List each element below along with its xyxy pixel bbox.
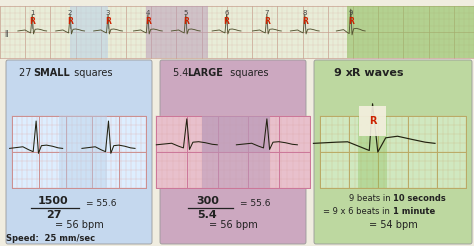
Text: 1500: 1500 [38, 196, 69, 206]
FancyBboxPatch shape [314, 60, 472, 244]
Text: R: R [183, 17, 189, 26]
Text: R: R [29, 17, 35, 26]
Text: squares: squares [72, 68, 113, 78]
FancyBboxPatch shape [160, 60, 306, 244]
Text: SMALL: SMALL [33, 68, 70, 78]
Text: 6: 6 [224, 10, 229, 16]
Text: R: R [145, 17, 151, 26]
Text: 5: 5 [183, 10, 188, 16]
Text: 9 beats in: 9 beats in [349, 194, 393, 203]
Text: 7: 7 [264, 10, 269, 16]
Text: = 54 bpm: = 54 bpm [369, 220, 418, 230]
Bar [320, 116, 466, 188]
Bar [202, 116, 270, 188]
Text: = 56 bpm: = 56 bpm [209, 220, 257, 230]
Text: = 55.6: = 55.6 [86, 200, 117, 209]
Bar [347, 6, 474, 58]
Text: 4: 4 [146, 10, 150, 16]
Text: R: R [369, 116, 376, 126]
Bar [12, 116, 146, 188]
Bar [70, 6, 108, 58]
Text: II: II [4, 30, 9, 39]
Bar [202, 116, 270, 152]
Text: 5.4: 5.4 [198, 210, 217, 220]
Text: Speed:  25 mm/sec: Speed: 25 mm/sec [6, 234, 95, 243]
Text: 8: 8 [302, 10, 307, 16]
Bar [59, 116, 107, 188]
Text: 300: 300 [196, 196, 219, 206]
Text: = 55.6: = 55.6 [240, 200, 271, 209]
Text: R: R [224, 17, 229, 26]
Text: 27: 27 [46, 210, 61, 220]
FancyBboxPatch shape [6, 60, 152, 244]
Text: 5.4: 5.4 [173, 68, 192, 78]
Bar [0, 6, 474, 58]
Bar [156, 116, 310, 188]
Bar [358, 116, 387, 188]
Text: squares: squares [228, 68, 269, 78]
Text: 10 seconds: 10 seconds [393, 194, 446, 203]
Text: 27: 27 [19, 68, 35, 78]
Text: 3: 3 [106, 10, 110, 16]
Text: R: R [302, 17, 308, 26]
Text: 9 x: 9 x [335, 68, 357, 78]
Text: = 9 x 6 beats in: = 9 x 6 beats in [323, 207, 393, 216]
Bar [146, 6, 208, 58]
Text: R: R [348, 17, 354, 26]
Text: = 56 bpm: = 56 bpm [55, 220, 103, 230]
Text: R: R [264, 17, 270, 26]
Text: 1 minute: 1 minute [393, 207, 435, 216]
Text: R waves: R waves [353, 68, 404, 78]
Text: LARGE: LARGE [187, 68, 223, 78]
Text: 1: 1 [30, 10, 35, 16]
Text: 2: 2 [68, 10, 73, 16]
Text: R: R [67, 17, 73, 26]
Text: R: R [105, 17, 111, 26]
Text: 9: 9 [348, 10, 353, 16]
